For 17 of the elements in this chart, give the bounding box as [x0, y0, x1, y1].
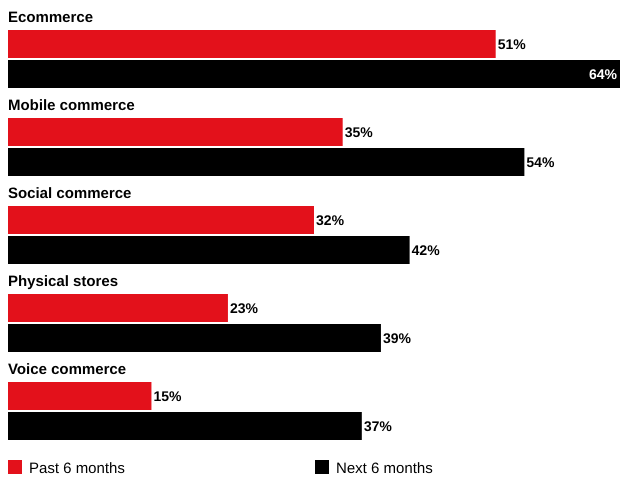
legend-label: Past 6 months — [29, 460, 125, 477]
legend-label: Next 6 months — [336, 460, 433, 477]
data-label: 54% — [526, 154, 555, 170]
y-tick-label: Mobile commerce — [8, 97, 135, 114]
y-tick-label: Social commerce — [8, 185, 132, 202]
data-label: 23% — [230, 300, 259, 316]
y-tick-label: Ecommerce — [8, 9, 94, 26]
y-tick-label: Physical stores — [8, 273, 118, 290]
data-label: 39% — [382, 330, 412, 346]
data-label: 64% — [588, 66, 618, 82]
data-label: 32% — [316, 212, 345, 228]
y-tick-label: Voice commerce — [8, 361, 126, 378]
data-label: 35% — [344, 124, 374, 140]
data-label: 42% — [412, 242, 440, 258]
data-label: 51% — [498, 36, 526, 52]
data-label: 15% — [153, 388, 182, 404]
data-label: 37% — [364, 418, 392, 434]
